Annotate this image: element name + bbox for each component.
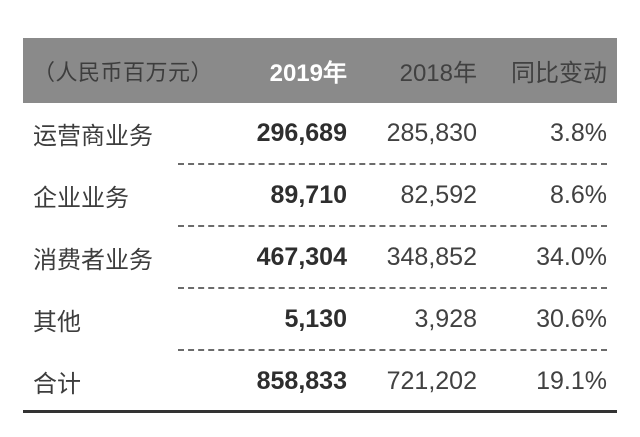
table-row-carrier: 运营商业务 296,689 285,830 3.8% (23, 103, 617, 163)
table-row-enterprise: 企业业务 89,710 82,592 8.6% (23, 165, 617, 225)
row-2018-value: 721,202 (386, 366, 477, 395)
row-2019-value: 89,710 (270, 180, 347, 209)
row-2019-value: 467,304 (256, 242, 347, 271)
row-label: 其他 (33, 308, 81, 336)
row-change-value: 3.8% (550, 118, 607, 147)
row-change-value: 19.1% (536, 366, 607, 395)
header-unit-label: （人民币百万元） (33, 59, 214, 85)
row-2018-value: 82,592 (400, 180, 477, 209)
row-label: 合计 (33, 370, 81, 398)
row-2018-value: 348,852 (386, 242, 477, 271)
table-row-total: 合计 858,833 721,202 19.1% (23, 351, 617, 411)
bottom-rule (23, 410, 617, 413)
row-2019-value: 858,833 (256, 366, 347, 395)
table-row-other: 其他 5,130 3,928 30.6% (23, 289, 617, 349)
dashed-divider (178, 163, 607, 165)
row-change-value: 34.0% (536, 242, 607, 271)
row-label: 企业业务 (33, 184, 129, 212)
row-change-value: 8.6% (550, 180, 607, 209)
dashed-divider (178, 225, 607, 227)
revenue-table: （人民币百万元） 2019年 2018年 同比变动 运营商业务 296,689 … (23, 38, 617, 413)
row-label: 消费者业务 (33, 246, 153, 274)
row-2018-value: 3,928 (414, 304, 477, 333)
table-row-consumer: 消费者业务 467,304 348,852 34.0% (23, 227, 617, 287)
dashed-divider (178, 349, 607, 351)
dashed-divider (178, 287, 607, 289)
row-2019-value: 5,130 (284, 304, 347, 333)
row-2018-value: 285,830 (386, 118, 477, 147)
header-change: 同比变动 (511, 60, 607, 87)
header-2019: 2019年 (269, 60, 347, 87)
row-2019-value: 296,689 (256, 118, 347, 147)
table-header-row: （人民币百万元） 2019年 2018年 同比变动 (23, 38, 617, 103)
row-change-value: 30.6% (536, 304, 607, 333)
row-label: 运营商业务 (33, 122, 153, 150)
header-2018: 2018年 (399, 60, 477, 87)
